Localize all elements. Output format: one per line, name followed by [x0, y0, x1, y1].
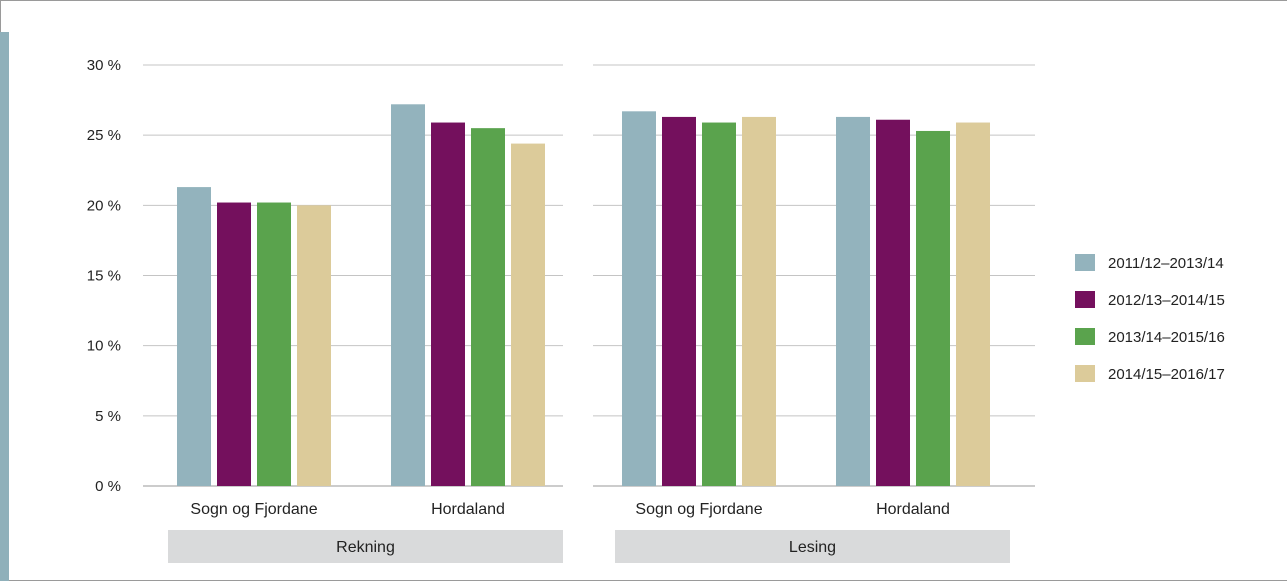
bar — [257, 202, 291, 486]
y-tick-label: 20 % — [87, 197, 121, 214]
bar — [702, 122, 736, 486]
legend-label: 2012/13–2014/15 — [1108, 292, 1225, 309]
y-tick-label: 10 % — [87, 338, 121, 355]
legend-label: 2013/14–2015/16 — [1108, 329, 1225, 346]
bar — [391, 104, 425, 486]
legend-label: 2014/15–2016/17 — [1108, 366, 1225, 383]
bar — [662, 116, 696, 486]
bar — [177, 187, 211, 486]
legend-swatch — [1075, 328, 1095, 345]
y-tick-label: 0 % — [95, 478, 121, 495]
y-axis-ticks: 0 % 5 % 10 % 15 % 20 % 25 % 30 % — [87, 57, 121, 495]
category-label: Sogn og Fjordane — [635, 501, 762, 518]
legend-swatch — [1075, 365, 1095, 382]
group-label: Rekning — [336, 539, 395, 556]
category-labels: Sogn og Fjordane Hordaland Sogn og Fjordan… — [190, 501, 950, 518]
y-tick-label: 5 % — [95, 408, 121, 425]
y-tick-label: 25 % — [87, 127, 121, 144]
bar — [511, 143, 545, 486]
bar — [217, 202, 251, 486]
bar — [916, 130, 950, 486]
bar — [471, 128, 505, 486]
legend: 2011/12–2013/14 2012/13–2014/15 2013/14–20… — [1075, 254, 1225, 383]
group-label-box — [615, 530, 1010, 563]
group-labels: Rekning Lesing — [168, 530, 1010, 563]
category-label: Sogn og Fjordane — [190, 501, 317, 518]
bar — [956, 122, 990, 486]
y-tick-label: 15 % — [87, 268, 121, 285]
y-tick-label: 30 % — [87, 57, 121, 74]
category-label: Hordaland — [431, 501, 505, 518]
legend-swatch — [1075, 254, 1095, 271]
category-label: Hordaland — [876, 501, 950, 518]
legend-label: 2011/12–2013/14 — [1108, 255, 1224, 272]
bar — [836, 116, 870, 486]
left-accent-band — [0, 32, 9, 581]
group-label: Lesing — [789, 539, 836, 556]
legend-swatch — [1075, 291, 1095, 308]
bar — [876, 119, 910, 486]
bar — [297, 205, 331, 487]
bar — [622, 111, 656, 486]
bar — [742, 116, 776, 486]
bar — [431, 122, 465, 486]
bars — [177, 104, 990, 487]
group-label-box — [168, 530, 563, 563]
